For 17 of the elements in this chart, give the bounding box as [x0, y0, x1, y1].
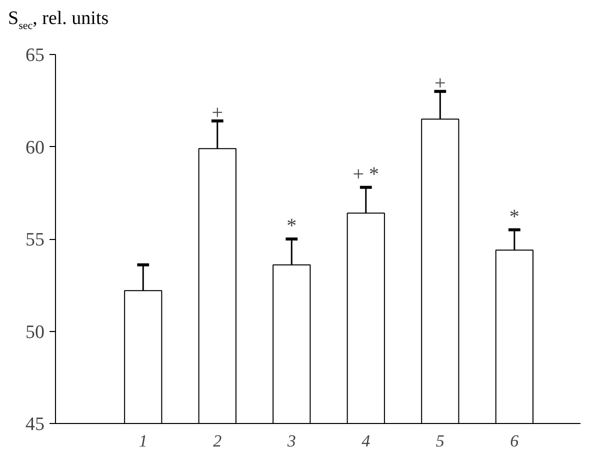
annotation: * — [509, 206, 520, 228]
x-tick-label: 2 — [213, 432, 222, 450]
annotation: + — [212, 102, 224, 124]
y-tick-label: 65 — [26, 45, 44, 66]
y-tick-label: 50 — [26, 322, 44, 343]
annotation: * — [286, 215, 297, 237]
annotation: + — [434, 72, 446, 94]
y-tick-label: 60 — [26, 137, 44, 158]
x-tick-label: 1 — [138, 432, 148, 450]
annotation: + * — [352, 163, 380, 186]
y-tick-label: 45 — [26, 414, 44, 435]
x-tick-label: 3 — [286, 432, 296, 450]
y-tick-label: 55 — [26, 230, 44, 250]
x-tick-label: 5 — [436, 432, 444, 450]
y-axis-title: S$_{sec}$, rel. units — [8, 7, 109, 34]
x-tick-label: 6 — [510, 432, 520, 450]
x-tick-label: 4 — [362, 432, 371, 450]
